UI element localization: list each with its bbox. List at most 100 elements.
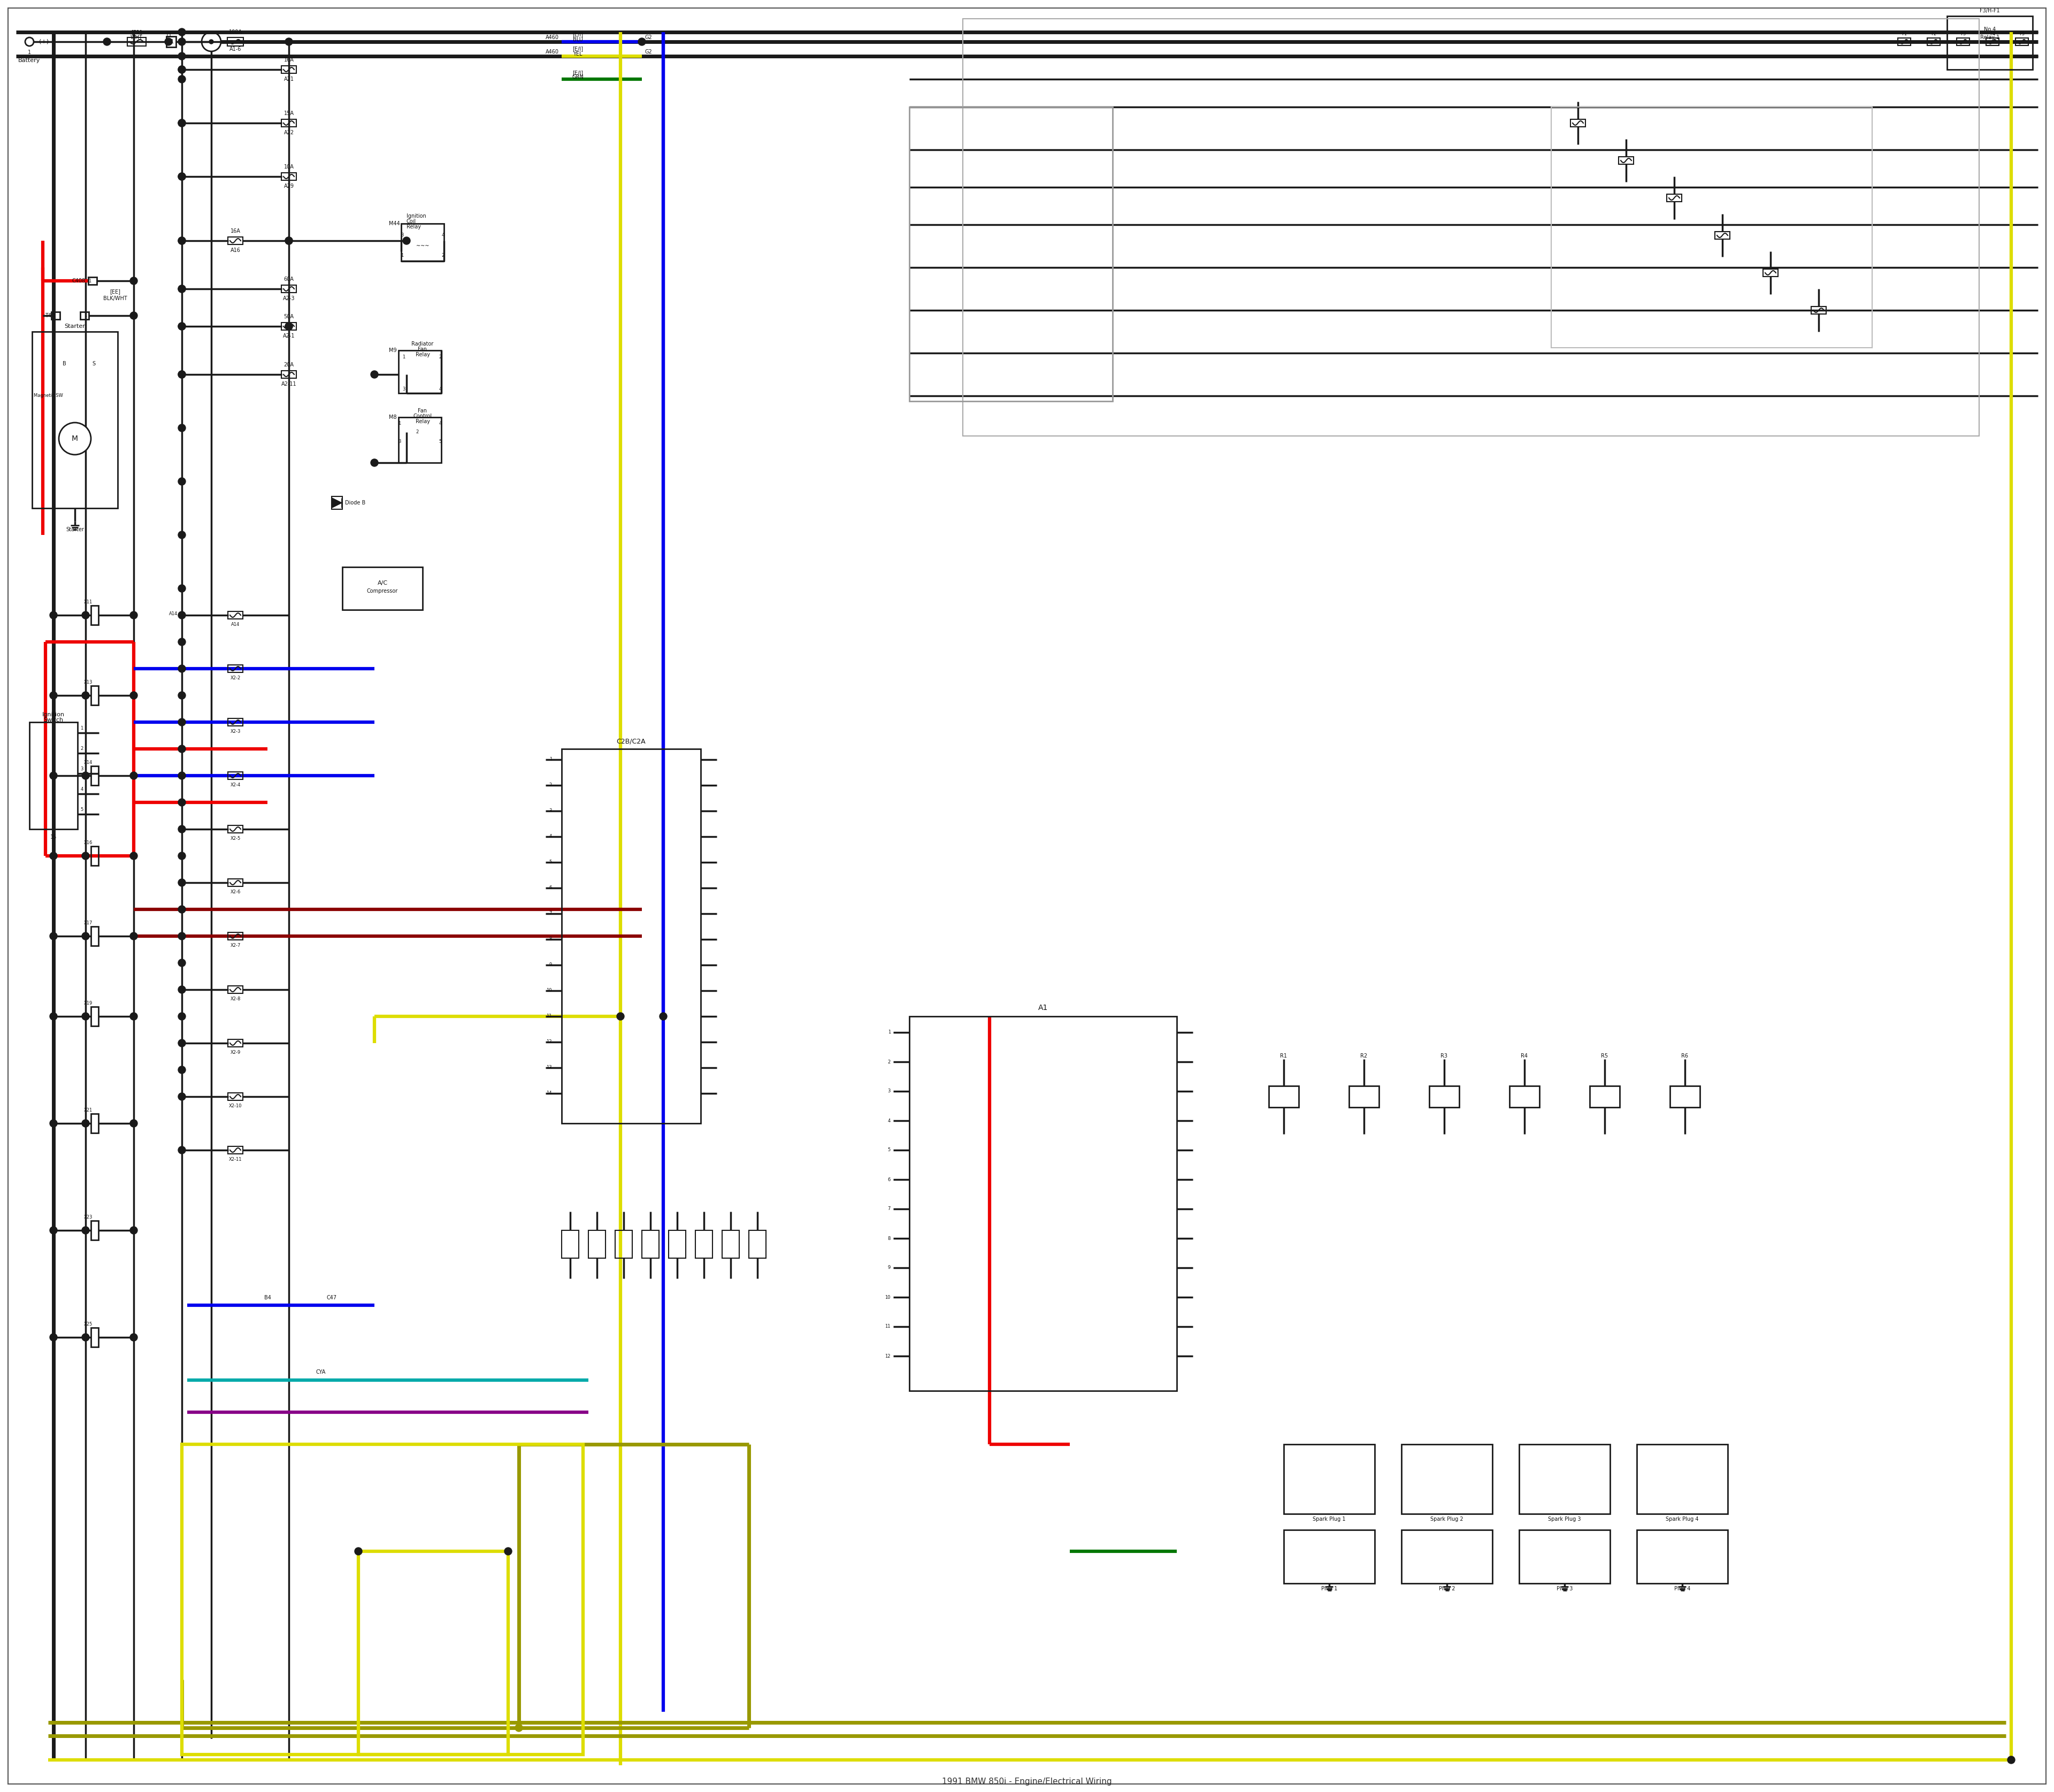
Circle shape <box>179 66 185 73</box>
Text: Battery: Battery <box>18 57 41 63</box>
Circle shape <box>179 172 185 181</box>
Circle shape <box>179 66 185 73</box>
Text: 4: 4 <box>548 835 553 839</box>
Text: 50A: 50A <box>283 314 294 319</box>
Bar <box>281 323 296 330</box>
Circle shape <box>179 425 185 432</box>
Circle shape <box>49 853 58 860</box>
Circle shape <box>129 1333 138 1340</box>
Bar <box>29 722 78 830</box>
Text: B4: B4 <box>265 1296 271 1301</box>
Text: 5: 5 <box>548 860 553 866</box>
Text: Radiator: Radiator <box>411 340 433 346</box>
Circle shape <box>286 323 292 330</box>
Text: F4: F4 <box>1990 32 1994 36</box>
Circle shape <box>129 312 138 319</box>
Text: R4: R4 <box>1520 1054 1528 1059</box>
Bar <box>80 312 88 319</box>
Text: X13: X13 <box>84 681 92 685</box>
Circle shape <box>179 172 185 181</box>
Circle shape <box>370 371 378 378</box>
Text: M: M <box>72 435 78 443</box>
Text: 4: 4 <box>887 1118 891 1124</box>
Bar <box>1510 1086 1538 1107</box>
Bar <box>670 1231 686 1258</box>
Circle shape <box>129 278 138 285</box>
Text: F3/H-F1: F3/H-F1 <box>1980 7 2001 13</box>
Circle shape <box>179 478 185 486</box>
Bar <box>90 1220 99 1240</box>
Circle shape <box>179 530 185 539</box>
Text: A1-6: A1-6 <box>230 47 240 52</box>
Bar <box>281 66 296 73</box>
Circle shape <box>179 665 185 672</box>
Circle shape <box>179 799 185 806</box>
Text: F3: F3 <box>1960 32 1966 36</box>
Text: Spark Plug 3: Spark Plug 3 <box>1549 1516 1582 1521</box>
Circle shape <box>129 853 138 860</box>
Circle shape <box>179 745 185 753</box>
Text: X17: X17 <box>84 921 92 926</box>
Bar <box>357 1552 507 1754</box>
Circle shape <box>179 772 185 780</box>
Bar <box>1898 38 1910 45</box>
Text: C2B/C2A: C2B/C2A <box>616 738 645 745</box>
Text: YEL: YEL <box>573 52 583 57</box>
Circle shape <box>49 1226 58 1235</box>
Circle shape <box>129 772 138 780</box>
Circle shape <box>179 692 185 699</box>
Text: 1: 1 <box>403 355 405 360</box>
Text: 1: 1 <box>51 314 55 317</box>
Bar <box>401 224 444 262</box>
Circle shape <box>49 932 58 939</box>
Bar <box>228 38 242 47</box>
Text: Plug 1: Plug 1 <box>1321 1586 1337 1591</box>
Bar <box>228 237 242 244</box>
Text: X2-10: X2-10 <box>228 1104 242 1109</box>
Bar <box>127 38 146 47</box>
Text: A460: A460 <box>546 48 559 54</box>
Circle shape <box>49 772 58 780</box>
Bar <box>343 566 423 609</box>
Text: Spark Plug 4: Spark Plug 4 <box>1666 1516 1699 1521</box>
Text: CYA: CYA <box>316 1369 327 1374</box>
Bar <box>614 1231 633 1258</box>
Text: X11: X11 <box>84 600 92 604</box>
Circle shape <box>49 611 58 618</box>
Bar <box>90 606 99 625</box>
Text: 5: 5 <box>887 1147 891 1152</box>
Bar <box>1430 1086 1458 1107</box>
Text: 5: 5 <box>440 439 442 444</box>
Bar <box>1619 156 1633 165</box>
Circle shape <box>179 1039 185 1047</box>
Circle shape <box>286 237 292 244</box>
Text: 8: 8 <box>548 937 553 943</box>
Bar <box>90 926 99 946</box>
Text: 6: 6 <box>548 885 553 891</box>
Text: 1: 1 <box>88 278 90 283</box>
Bar <box>587 1231 606 1258</box>
Text: 3: 3 <box>80 767 84 772</box>
Text: 15A: 15A <box>283 111 294 116</box>
Text: 1: 1 <box>401 253 405 258</box>
Bar <box>561 749 700 1124</box>
Circle shape <box>82 1012 88 1020</box>
Text: [E/I]: [E/I] <box>573 70 583 75</box>
Circle shape <box>179 719 185 726</box>
Text: 12: 12 <box>885 1353 891 1358</box>
Circle shape <box>49 1012 58 1020</box>
Bar <box>1520 1530 1610 1584</box>
Bar <box>1520 1444 1610 1514</box>
Bar <box>1947 16 2033 70</box>
Text: 2: 2 <box>548 783 553 788</box>
Text: 9: 9 <box>887 1265 891 1271</box>
Circle shape <box>179 52 185 59</box>
Text: Relay: Relay <box>415 351 429 357</box>
Circle shape <box>179 1147 185 1154</box>
Text: X2-4: X2-4 <box>230 783 240 788</box>
Bar <box>398 418 442 462</box>
Circle shape <box>179 120 185 127</box>
Text: 60A: 60A <box>283 276 294 281</box>
Text: 9: 9 <box>548 962 553 968</box>
Text: Relay 1: Relay 1 <box>1980 34 1999 39</box>
